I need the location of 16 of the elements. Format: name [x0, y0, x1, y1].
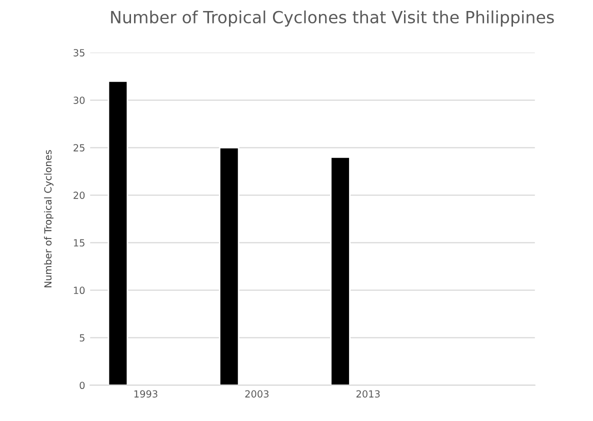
bar: [218, 146, 240, 386]
y-tick-label: 35: [74, 49, 84, 56]
bar: [108, 80, 128, 386]
y-tick-label: 20: [74, 192, 85, 199]
y-tick-label: 30: [74, 96, 85, 104]
y-axis-title: Number of Tropical Cyclones: [44, 150, 54, 288]
x-tick-label: 2003: [245, 390, 269, 398]
chart-title: Number of Tropical Cyclones that Visit the Philippines: [111, 10, 554, 27]
y-tick-label: 15: [74, 239, 84, 247]
y-tick-label: 5: [80, 334, 84, 342]
y-tick-label: 0: [80, 382, 85, 390]
bar: [330, 156, 350, 386]
y-tick-label: 25: [74, 144, 84, 152]
y-tick-label: 10: [74, 286, 85, 294]
x-tick-label: 2013: [356, 390, 380, 398]
x-tick-label: 1993: [134, 390, 158, 398]
